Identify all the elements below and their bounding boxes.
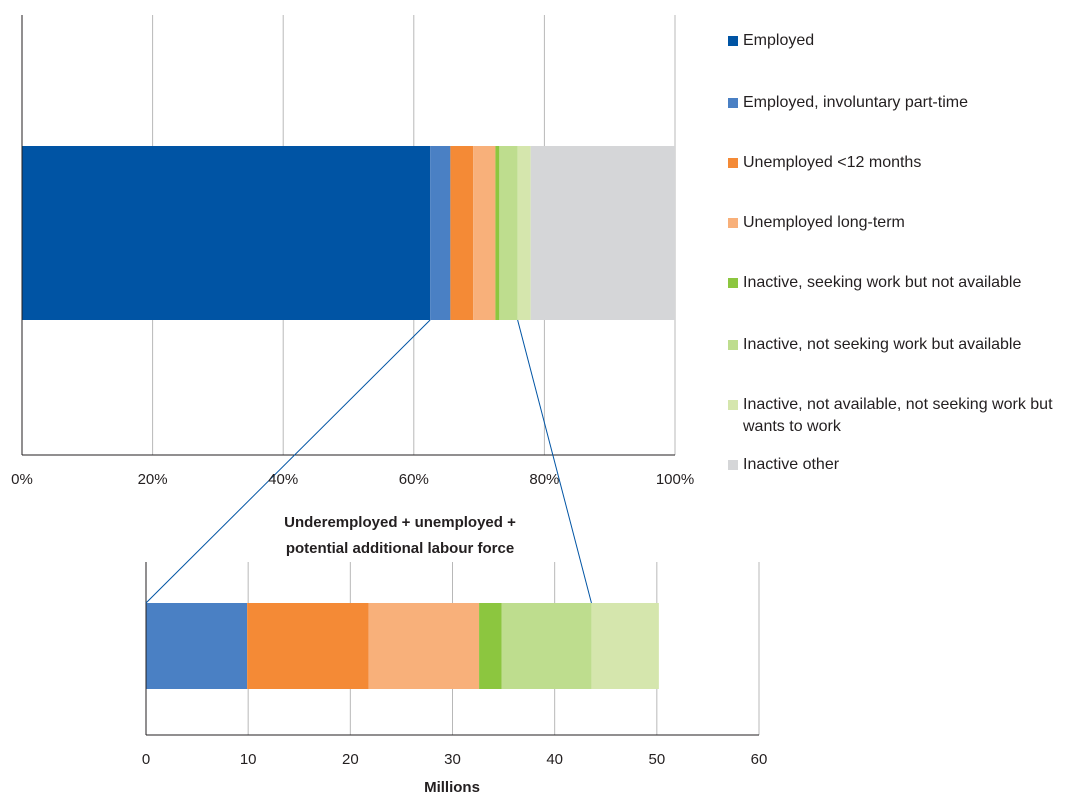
legend-item: Inactive, not available, not seeking wor… — [728, 394, 1073, 438]
top-tick-label-4: 80% — [529, 471, 559, 488]
legend-item: Inactive other — [728, 454, 1073, 476]
bottom-bar-segment-3 — [479, 603, 502, 689]
bottom-tick-label-0: 0 — [142, 751, 150, 768]
legend-label: Unemployed long-term — [743, 214, 905, 231]
top-bar-segment-7 — [530, 146, 675, 320]
bottom-chart-title-line-1: Underemployed + unemployed + — [284, 514, 516, 531]
top-tick-label-1: 20% — [138, 471, 168, 488]
legend-label: Inactive, not seeking work but available — [743, 336, 1022, 353]
top-tick-label-3: 60% — [399, 471, 429, 488]
bottom-bar-segment-0 — [146, 603, 248, 689]
legend-label: Inactive other — [743, 456, 840, 473]
top-bar-segment-2 — [450, 146, 474, 320]
x-axis-label-millions: Millions — [424, 779, 480, 794]
legend-swatch — [728, 460, 738, 470]
bottom-chart-title-line-2: potential additional labour force — [286, 540, 514, 557]
top-tick-label-5: 100% — [656, 471, 694, 488]
legend-item: Inactive, not seeking work but available — [728, 334, 1073, 356]
bottom-tick-label-1: 10 — [240, 751, 257, 768]
bottom-bar-segment-4 — [501, 603, 592, 689]
top-bar-segment-6 — [517, 146, 531, 320]
legend-label: Unemployed <12 months — [743, 154, 922, 171]
legend-swatch — [728, 36, 738, 46]
axes — [21, 15, 759, 736]
top-bar-segment-3 — [473, 146, 496, 320]
bottom-bar-segment-1 — [247, 603, 369, 689]
zoom-connectors — [145, 319, 592, 604]
legend-item: Unemployed long-term — [728, 212, 1073, 234]
top-bar-segment-0 — [22, 146, 431, 320]
bottom-tick-label-6: 60 — [751, 751, 768, 768]
legend-item: Unemployed <12 months — [728, 152, 1073, 174]
legend-swatch — [728, 340, 738, 350]
top-bar-segment-4 — [495, 146, 500, 320]
tick-labels: 0% 20% 40% 60% 80% 100% 0 10 20 30 40 50 60 — [11, 471, 767, 768]
legend-item: Employed, involuntary part-time — [728, 92, 1073, 114]
legend-swatch — [728, 400, 738, 410]
legend-item: Inactive, seeking work but not available — [728, 272, 1073, 294]
bottom-bar-segment-2 — [368, 603, 480, 689]
bars — [22, 146, 675, 689]
connector-line-left — [145, 319, 431, 604]
bottom-bar-segment-5 — [591, 603, 659, 689]
top-tick-label-0: 0% — [11, 471, 33, 488]
bottom-tick-label-4: 40 — [546, 751, 563, 768]
bottom-tick-label-3: 30 — [444, 751, 461, 768]
top-bar-segment-1 — [430, 146, 451, 320]
top-bar-segment-5 — [499, 146, 518, 320]
bottom-tick-label-5: 50 — [648, 751, 665, 768]
legend-item: Employed — [728, 30, 1073, 52]
legend-label: Employed — [743, 32, 815, 49]
legend-swatch — [728, 278, 738, 288]
top-tick-label-2: 40% — [268, 471, 298, 488]
legend-label: Inactive, seeking work but not available — [743, 274, 1022, 291]
legend-swatch — [728, 98, 738, 108]
legend-swatch — [728, 158, 738, 168]
legend-label: Inactive, not available, not seeking wor… — [743, 396, 1053, 435]
legend-swatch — [728, 218, 738, 228]
legend-label: Employed, involuntary part-time — [743, 94, 968, 111]
bottom-tick-label-2: 20 — [342, 751, 359, 768]
connector-line-right — [517, 319, 592, 604]
